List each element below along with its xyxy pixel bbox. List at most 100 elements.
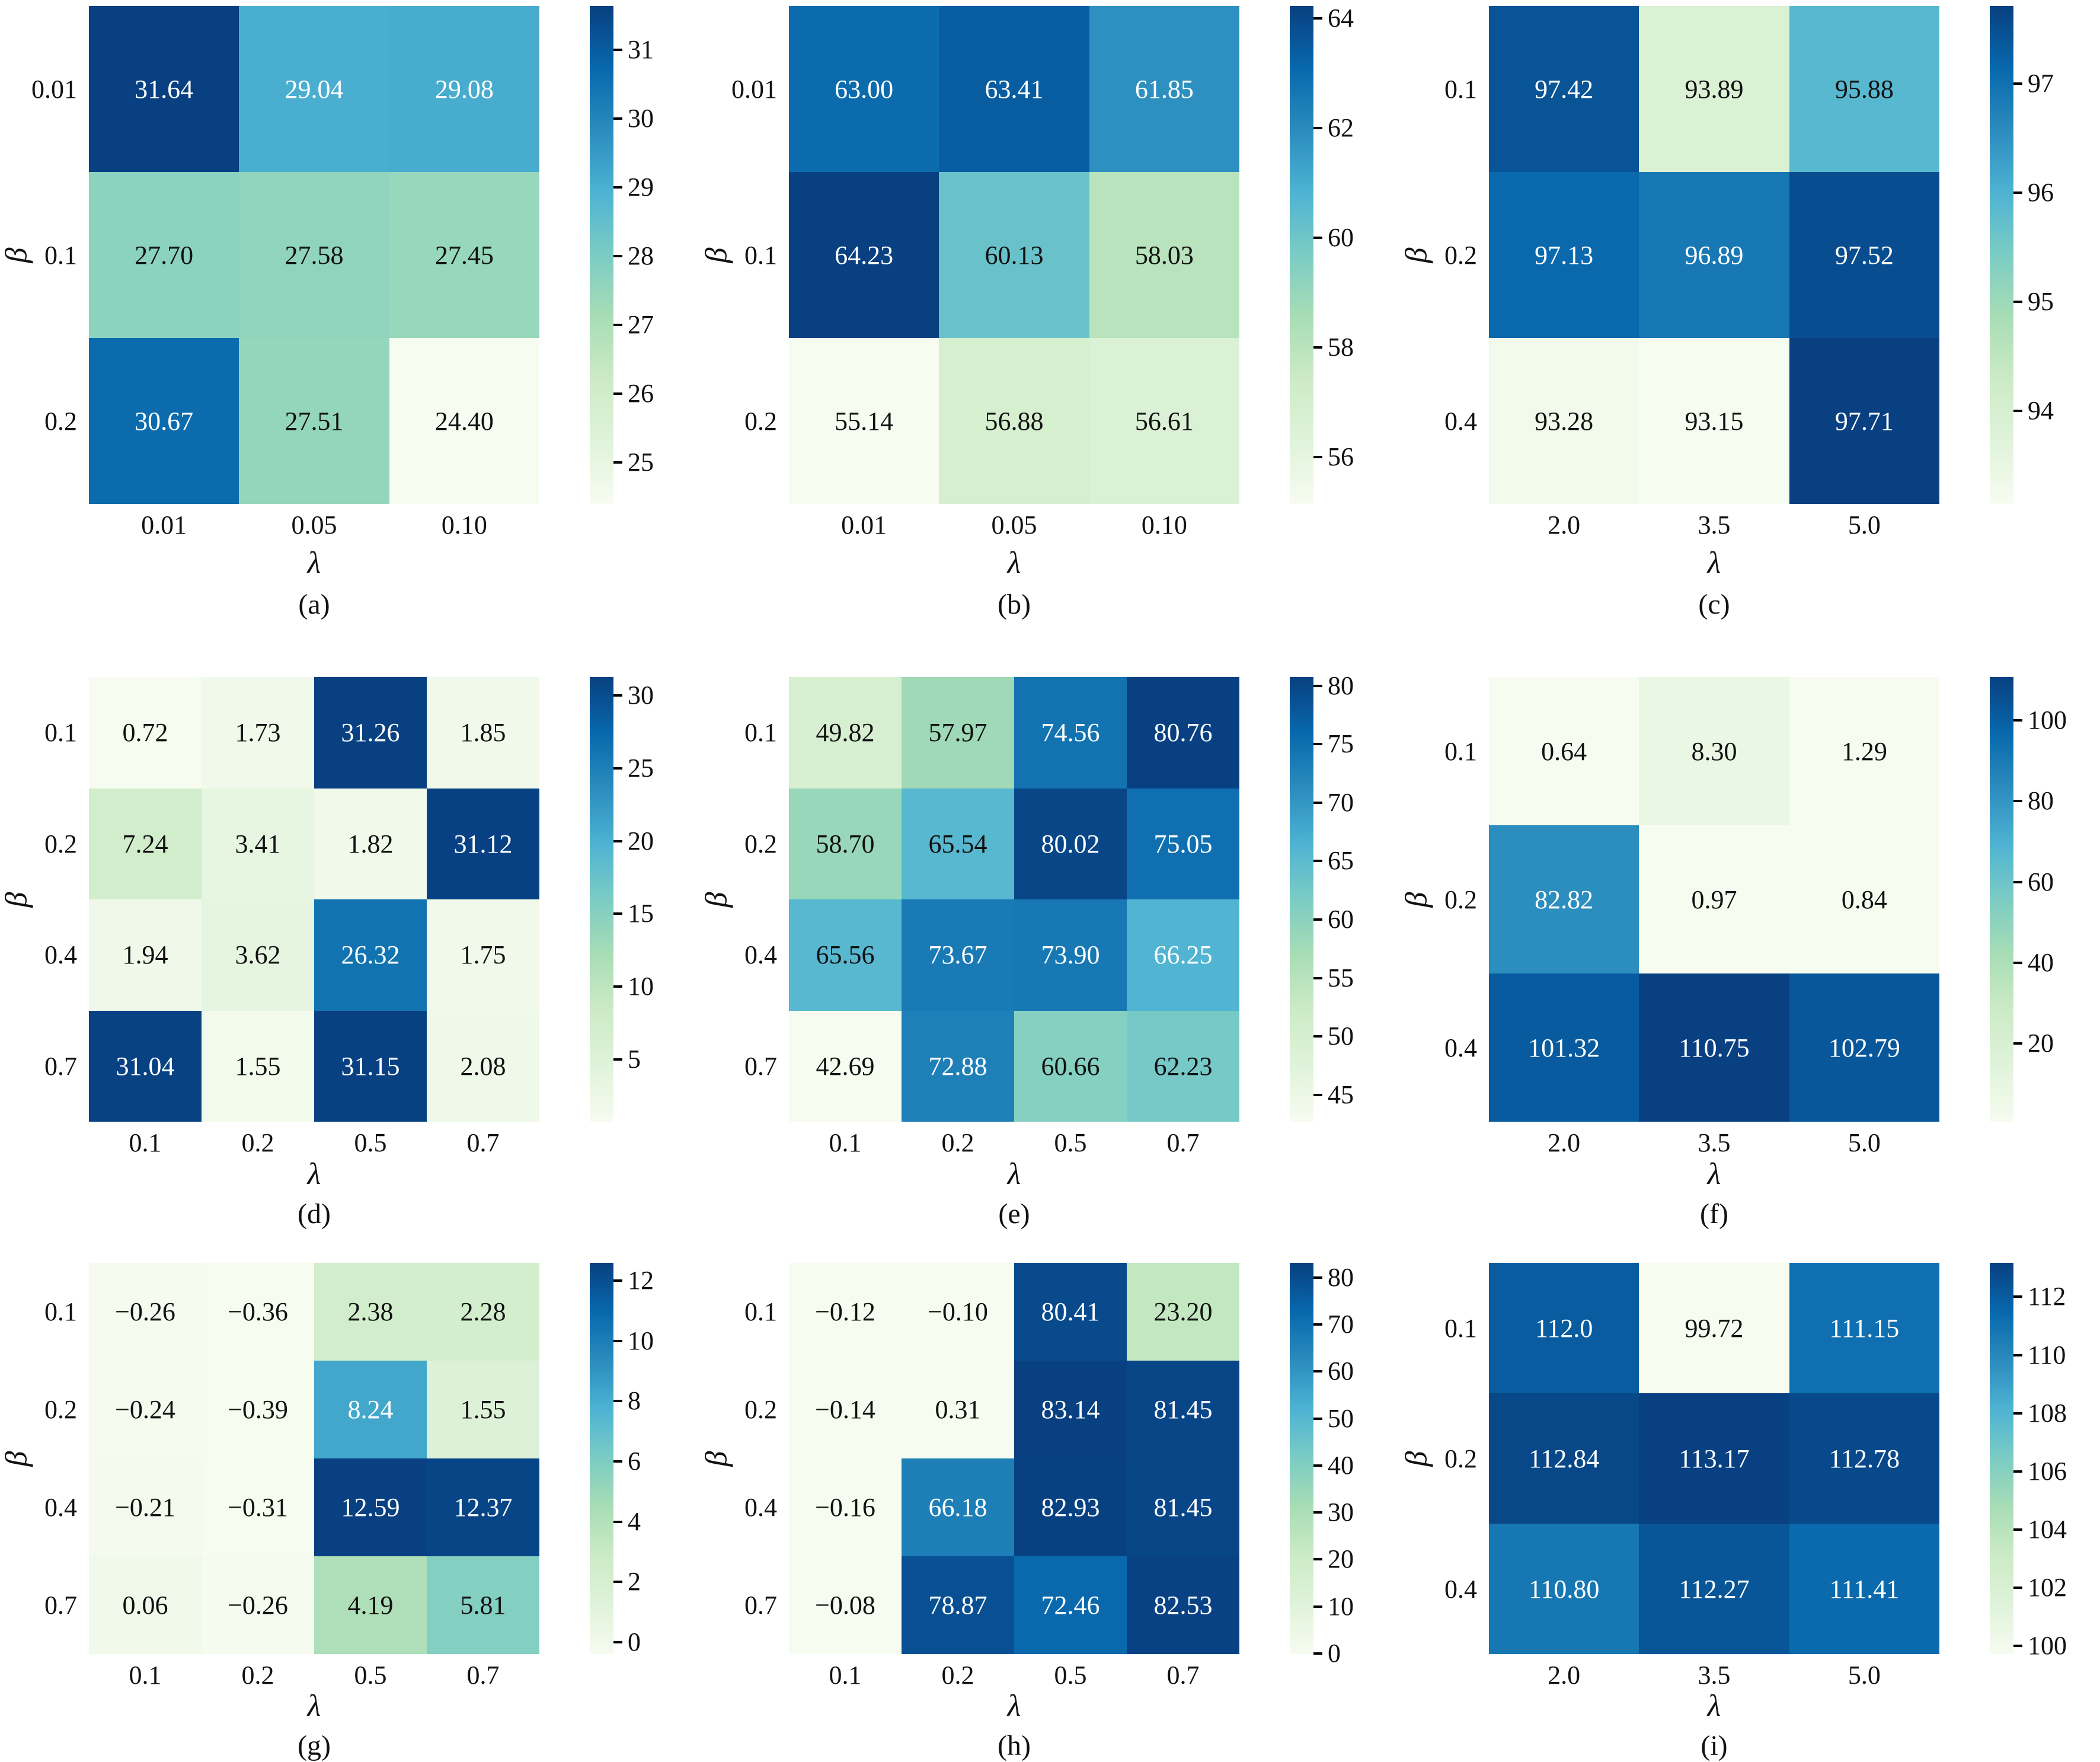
y-tick-label: 0.7: [744, 1591, 777, 1620]
x-tick-label: 0.7: [1166, 1661, 1200, 1690]
colorbar-gradient: [1990, 1263, 2013, 1654]
colorbar-tick: [1313, 684, 1322, 687]
y-tick-label: 0.7: [44, 1051, 77, 1081]
panel-i: β 0.1 0.2 0.4 112.0 99.72 111.15 112.84 113.17 11…: [1399, 1230, 2100, 1761]
colorbar-tick-label: 25: [628, 753, 654, 783]
colorbar-tick-label: 80: [2028, 786, 2054, 816]
y-tick-label: 0.4: [44, 940, 77, 970]
colorbar-tick-label: 10: [628, 972, 654, 1001]
colorbar-gradient: [1290, 677, 1313, 1122]
colorbar-tick: [2013, 1645, 2022, 1648]
colorbar: 0 10 20 30 40 50 60 70 80: [1290, 1263, 1354, 1666]
colorbar-tick: [613, 912, 622, 915]
heatmap-cell: 61.85: [1089, 6, 1239, 172]
heatmap-cell: 65.56: [789, 899, 902, 1011]
colorbar-tick-label: 55: [1328, 963, 1354, 992]
y-tick-label: 0.4: [1444, 1574, 1477, 1604]
colorbar-tick-label: 50: [1328, 1403, 1354, 1433]
colorbar-tick-label: 60: [2028, 867, 2054, 896]
heatmap-cell: 112.84: [1489, 1393, 1639, 1524]
colorbar-tick: [1313, 918, 1322, 921]
heatmap-cell: −0.26: [202, 1556, 314, 1654]
heatmap-cell: 113.17: [1639, 1393, 1789, 1524]
x-tick-label: 0.1: [829, 1128, 862, 1157]
colorbar-tick: [2013, 1412, 2022, 1415]
colorbar-tick: [613, 1641, 622, 1644]
heatmap-cell: 0.64: [1489, 677, 1639, 825]
y-tick-label: 0.2: [44, 406, 77, 436]
colorbar-tick-label: 60: [1328, 904, 1354, 934]
heatmap-cell: 24.40: [389, 338, 539, 504]
heatmap-cell: 72.46: [1014, 1556, 1127, 1654]
plot-area: β 0.1 0.2 0.4 112.0 99.72 111.15 112.84 113.17 11…: [1399, 1263, 2067, 1659]
colorbar-tick: [613, 392, 622, 395]
colorbar-tick: [2013, 1354, 2022, 1356]
heatmap-cell: 99.72: [1639, 1263, 1789, 1393]
heatmap-cell: 56.88: [939, 338, 1089, 504]
colorbar-tick-label: 4: [628, 1506, 641, 1536]
heatmap-cell: −0.26: [89, 1263, 202, 1361]
colorbar-tick-label: 80: [1328, 671, 1354, 700]
x-tick-labels: 0.1 0.2 0.5 0.7: [89, 1122, 539, 1157]
y-tick-label: 0.4: [744, 1493, 777, 1522]
colorbar-tick-label: 60: [1328, 1356, 1354, 1386]
colorbar-tick-label: 10: [1328, 1591, 1354, 1621]
heatmap-cell: 0.72: [89, 677, 202, 789]
colorbar-tick-label: 30: [628, 680, 654, 710]
x-tick-label: 0.1: [129, 1128, 162, 1157]
colorbar-tick-label: 95: [2028, 287, 2054, 317]
heatmap-cell: 0.84: [1789, 825, 1939, 973]
heatmap-cell: 112.0: [1489, 1263, 1639, 1393]
colorbar-tick: [2013, 961, 2022, 964]
panel-caption: (i): [1701, 1730, 1728, 1761]
x-tick-label: 0.05: [291, 510, 337, 540]
heatmap-cell: 73.67: [902, 899, 1014, 1011]
colorbar-tick-label: 20: [628, 826, 654, 856]
heatmap-cell: 2.38: [314, 1263, 427, 1361]
x-tick-label: 0.2: [941, 1661, 974, 1690]
x-tick-label: 0.2: [241, 1661, 274, 1690]
colorbar-tick-label: 70: [1328, 1310, 1354, 1339]
colorbar-tick: [1313, 1370, 1322, 1373]
panel-a: β 0.01 0.1 0.2 31.64 29.04 29.08 27.70 27.58 27.4…: [0, 0, 700, 646]
heatmap-cell: 97.13: [1489, 172, 1639, 338]
colorbar-tick: [1313, 127, 1322, 130]
x-tick-label: 5.0: [1848, 1661, 1881, 1690]
colorbar-tick: [2013, 880, 2022, 883]
colorbar-tick-label: 104: [2028, 1514, 2067, 1544]
heatmap-cell: 2.28: [427, 1263, 539, 1361]
plot-area: β 0.1 0.2 0.4 0.7 −0.12 −0.10 80.41 23.20 −0.14 0.…: [699, 1263, 1354, 1666]
y-tick-labels: 0.1 0.2 0.4 0.7: [733, 1263, 789, 1654]
colorbar-tick-label: 40: [1328, 1450, 1354, 1480]
heatmap-cell: 2.08: [427, 1010, 539, 1122]
colorbar-gradient: [1990, 6, 2013, 504]
colorbar-gradient: [1990, 677, 2013, 1122]
y-tick-labels: 0.01 0.1 0.2: [31, 6, 89, 504]
x-tick-label: 3.5: [1698, 1128, 1731, 1157]
colorbar-tick: [613, 1279, 622, 1282]
x-tick-labels: 2.0 3.5 5.0: [1489, 1654, 1939, 1688]
colorbar-tick: [613, 1520, 622, 1523]
y-axis-label-text: β: [699, 247, 733, 263]
x-tick-labels: 2.0 3.5 5.0: [1489, 1122, 1939, 1157]
colorbar-tick-label: 75: [1328, 729, 1354, 759]
heatmap-cell: 74.56: [1014, 677, 1127, 789]
colorbar-tick: [613, 1400, 622, 1403]
colorbar-tick-label: 20: [2028, 1029, 2054, 1058]
y-tick-label: 0.4: [1444, 1033, 1477, 1062]
x-tick-label: 0.01: [841, 510, 887, 540]
heatmap-cell: 1.55: [202, 1010, 314, 1122]
heatmap-cell: 31.12: [427, 788, 539, 899]
colorbar-tick-label: 100: [2028, 1631, 2067, 1661]
panel-caption: (f): [1700, 1198, 1728, 1230]
panel-g: β 0.1 0.2 0.4 0.7 −0.26 −0.36 2.38 2.28 −0.24 −0.3…: [0, 1230, 700, 1761]
heatmap-cell: 81.45: [1127, 1361, 1239, 1458]
colorbar-tick: [1313, 801, 1322, 804]
y-tick-labels: 0.1 0.2 0.4 0.7: [33, 677, 89, 1122]
x-tick-label: 0.7: [466, 1128, 500, 1157]
y-tick-label: 0.1: [1444, 74, 1477, 104]
x-axis-label: λ: [307, 1689, 321, 1723]
heatmap-cell: 8.24: [314, 1361, 427, 1458]
heatmap-cell: 12.37: [427, 1458, 539, 1556]
